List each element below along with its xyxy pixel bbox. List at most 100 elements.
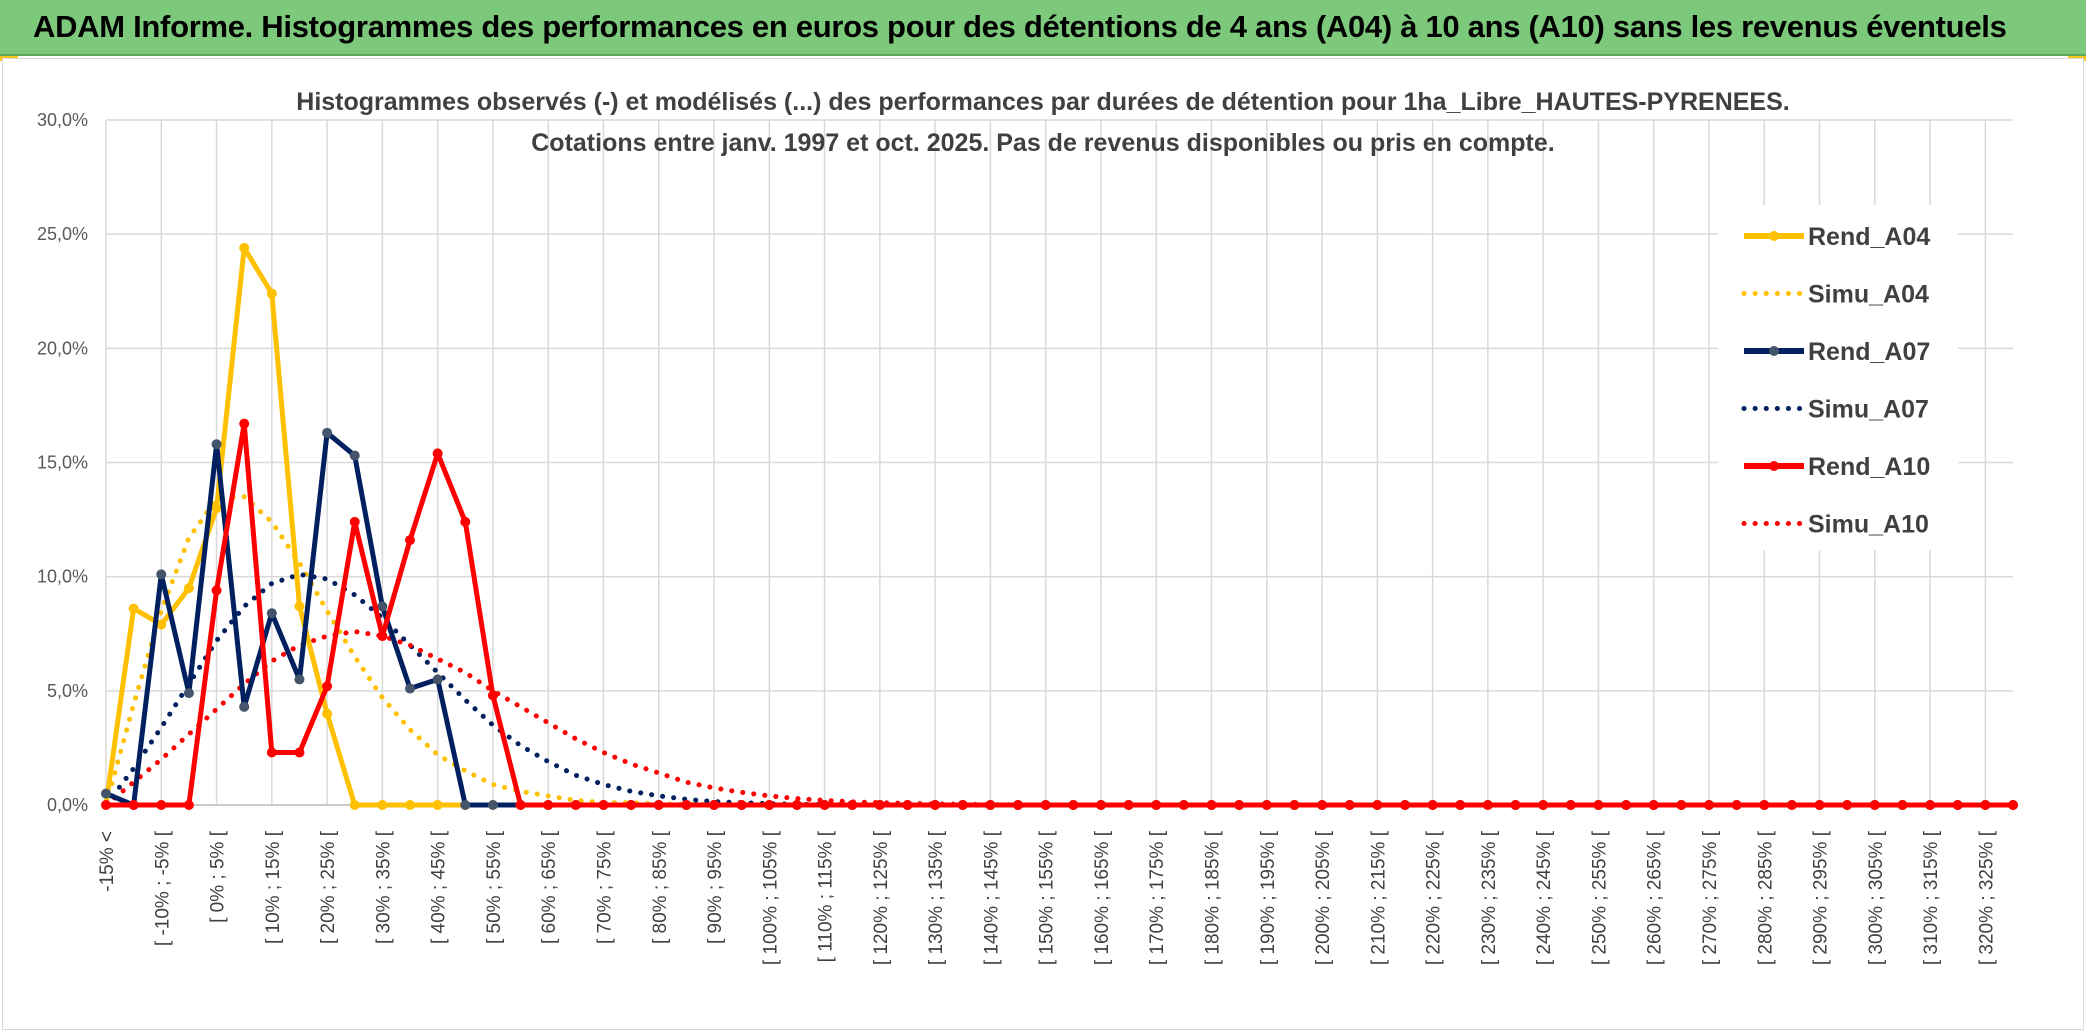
x-tick-label: [ 320% ; 325% [	[1976, 830, 1997, 965]
data-point	[156, 800, 167, 810]
data-point	[349, 450, 360, 461]
data-point	[1399, 800, 1410, 810]
data-point	[266, 608, 277, 619]
data-point	[570, 800, 581, 810]
x-tick-label: [ 230% ; 235% [	[1479, 830, 1500, 965]
data-point	[349, 516, 360, 527]
data-point	[791, 800, 802, 810]
data-point	[183, 583, 194, 594]
data-point	[543, 800, 554, 810]
data-point	[211, 503, 222, 514]
data-point	[101, 800, 111, 810]
x-tick-label: [ 150% ; 155% [	[1037, 830, 1058, 965]
legend-entry: Simu_A04	[1741, 281, 1929, 309]
data-point	[377, 601, 388, 612]
data-point	[183, 800, 194, 810]
x-tick-label: [ 110% ; 115% [	[816, 830, 837, 962]
data-point	[515, 800, 526, 810]
data-point	[183, 688, 194, 699]
x-tick-label: [ 40% ; 45% [	[429, 830, 450, 944]
x-tick-label: [ 160% ; 165% [	[1092, 830, 1113, 965]
series	[101, 242, 2018, 810]
x-tick-label: [ 280% ; 285% [	[1755, 830, 1776, 965]
x-tick-label: [ -10% ; -5% [	[152, 830, 173, 946]
data-point	[764, 800, 775, 810]
data-point	[239, 242, 250, 253]
data-point	[211, 439, 222, 450]
data-point	[405, 535, 416, 546]
data-point	[1538, 800, 1549, 810]
data-point	[1593, 800, 1604, 810]
data-point	[432, 800, 443, 810]
data-point	[156, 569, 167, 580]
data-point	[1234, 800, 1245, 810]
legend-entry: Simu_A07	[1741, 396, 1929, 424]
data-point	[1040, 800, 1051, 810]
legend-entry: Rend_A10	[1744, 453, 1930, 481]
data-point	[1842, 800, 1853, 810]
y-tick-label: 25,0%	[37, 224, 88, 244]
data-point	[460, 800, 471, 810]
x-tick-label: [ 130% ; 135% [	[926, 830, 947, 965]
data-point	[1289, 800, 1300, 810]
legend-marker	[1769, 231, 1779, 241]
legend-marker	[1769, 346, 1779, 356]
y-axis: 0,0% 5,0% 10,0% 15,0% 20,0% 25,0% 30,0%	[37, 110, 88, 815]
x-tick-label: [ 80% ; 85% [	[650, 830, 671, 944]
data-point	[377, 631, 388, 642]
data-point	[653, 800, 664, 810]
chart-title-line-2: Cotations entre janv. 1997 et oct. 2025.…	[531, 129, 1554, 157]
data-point	[1151, 800, 1162, 810]
x-tick-label: [ 60% ; 65% [	[539, 830, 560, 944]
data-point	[1621, 800, 1632, 810]
data-point	[1703, 800, 1714, 810]
legend-label: Simu_A04	[1808, 281, 1929, 309]
data-point	[1648, 800, 1659, 810]
data-point	[2008, 800, 2018, 810]
data-point	[432, 448, 443, 459]
data-point	[1095, 800, 1106, 810]
data-point	[1510, 800, 1521, 810]
data-point	[1952, 800, 1963, 810]
data-point	[405, 683, 416, 694]
x-tick-label: -15% <	[97, 831, 118, 892]
x-tick-label: [ 290% ; 295% [	[1811, 830, 1832, 965]
data-point	[101, 788, 111, 799]
data-point	[626, 800, 637, 810]
data-point	[322, 708, 333, 719]
y-tick-label: 30,0%	[37, 110, 88, 130]
legend-label: Rend_A10	[1808, 453, 1930, 481]
data-point	[598, 800, 609, 810]
data-point	[819, 800, 830, 810]
legend-label: Simu_A10	[1808, 511, 1929, 539]
data-point	[1482, 800, 1493, 810]
legend-entry: Rend_A04	[1744, 223, 1930, 251]
data-point	[239, 701, 250, 712]
data-point	[985, 800, 996, 810]
x-tick-label: [ 70% ; 75% [	[594, 830, 615, 944]
series-line	[106, 421, 2013, 808]
legend-marker	[1769, 461, 1779, 471]
x-tick-label: [ 30% ; 35% [	[373, 830, 394, 944]
data-point	[1206, 800, 1217, 810]
data-point	[405, 800, 416, 810]
data-point	[128, 603, 139, 614]
data-point	[266, 288, 277, 299]
data-point	[1925, 800, 1936, 810]
x-tick-label: [ 310% ; 315% [	[1921, 830, 1942, 965]
data-point	[349, 800, 360, 810]
report-title: ADAM Informe. Histogrammes des performan…	[33, 9, 2007, 44]
x-tick-label: [ 270% ; 275% [	[1700, 830, 1721, 965]
series-simu-a10	[103, 628, 2016, 808]
y-tick-label: 15,0%	[37, 453, 88, 473]
data-point	[957, 800, 968, 810]
x-tick-label: [ 240% ; 245% [	[1534, 830, 1555, 965]
data-point	[1676, 800, 1687, 810]
data-point	[1786, 800, 1797, 810]
x-tick-label: [ 260% ; 265% [	[1645, 830, 1666, 965]
chart-title: Histogrammes observés (-) et modélisés (…	[296, 88, 1789, 157]
x-tick-label: [ 90% ; 95% [	[705, 830, 726, 944]
x-tick-label: [ 50% ; 55% [	[484, 830, 505, 944]
